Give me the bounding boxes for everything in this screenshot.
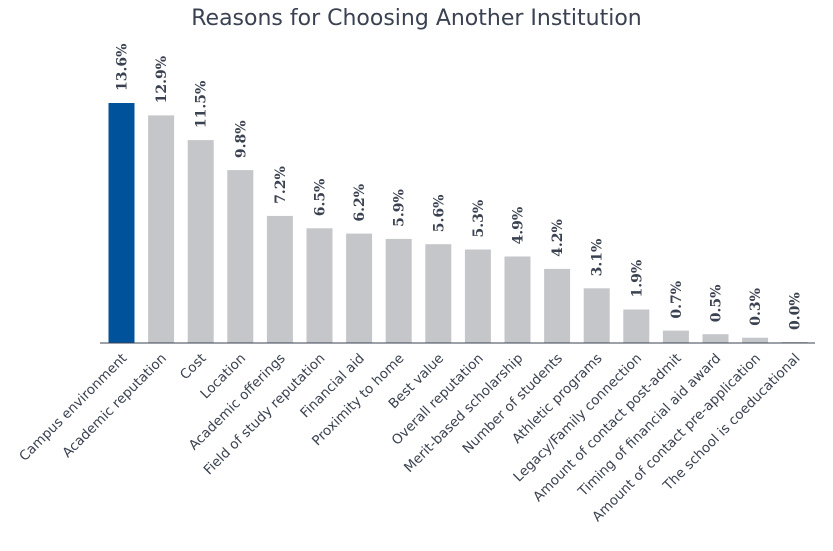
category-label: Cost [177,351,210,384]
bar-value-label: 6.5% [313,179,329,217]
bar [504,256,531,343]
bar-value-label: 5.9% [392,189,408,227]
chart-title: Reasons for Choosing Another Institution [191,6,642,31]
bar [742,337,769,343]
bar-value-label: 6.2% [352,184,368,222]
bar [623,309,650,343]
bar-value-label: 0.7% [669,281,685,319]
bar [464,249,491,343]
bar [425,244,452,343]
bar [148,115,175,344]
bar-value-label: 7.2% [273,166,289,204]
bar [662,330,689,343]
bar [702,334,729,343]
bar [544,268,571,343]
bar [266,215,293,343]
bar [385,238,412,343]
value-labels-group: 13.6% 12.9% 11.5% 9.8% 7.2% 6.5% 6.2% 5.9% 5.6% 5… [115,44,804,330]
bar-value-label: 9.8% [233,120,249,158]
bar-value-label: 3.1% [590,239,606,277]
bar-value-label: 0.5% [709,285,725,323]
bar-value-label: 0.3% [748,288,764,326]
bar-value-label: 13.6% [115,44,131,91]
bar-value-label: 4.2% [550,219,566,257]
bar [227,170,254,343]
bar [346,233,373,343]
bar [306,228,333,343]
bar-value-label: 12.9% [154,56,170,103]
category-label: Timing of financial aid award [574,351,724,501]
bar-value-label: 5.6% [431,195,447,233]
bar [187,140,214,343]
bar-value-label: 11.5% [194,81,210,128]
bar-value-label: 4.9% [511,207,527,245]
bars-group [108,103,808,344]
bar-value-label: 0.0% [788,292,804,330]
bar [108,103,135,343]
bar [583,288,610,343]
bar-value-label: 1.9% [629,260,645,298]
bar-value-label: 5.3% [471,200,487,238]
